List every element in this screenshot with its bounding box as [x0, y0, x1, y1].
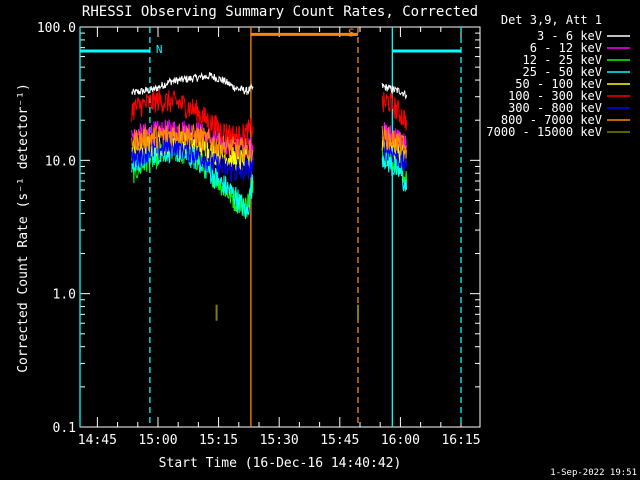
generation-timestamp: 1-Sep-2022 19:51: [550, 468, 637, 478]
legend-entry-label: 300 - 800 keV: [508, 101, 602, 115]
x-axis-label: Start Time (16-Dec-16 14:40:42): [159, 456, 402, 471]
chart-title: RHESSI Observing Summary Count Rates, Co…: [82, 4, 478, 20]
y-axis-label: Corrected Count Rate (s⁻¹ detector⁻¹): [16, 83, 31, 373]
series-5-line: [131, 89, 254, 149]
legend-entry-label: 800 - 7000 keV: [501, 113, 602, 127]
x-tick-label: 15:15: [199, 433, 238, 448]
series-5-line: [381, 91, 407, 131]
legend-entry-label: 100 - 300 keV: [508, 89, 602, 103]
x-tick-label: 15:00: [138, 433, 177, 448]
legend-entry-label: 12 - 25 keV: [523, 53, 602, 67]
y-tick-label: 100.0: [37, 21, 76, 36]
y-tick-label: 10.0: [45, 154, 76, 169]
legend-title: Det 3,9, Att 1: [501, 13, 602, 27]
x-tick-label: 16:15: [441, 433, 480, 448]
legend-entry-label: 3 - 6 keV: [537, 29, 602, 43]
legend-entry-label: 6 - 12 keV: [530, 41, 602, 55]
x-tick-label: 15:30: [260, 433, 299, 448]
x-tick-label: 15:45: [320, 433, 359, 448]
annotation-label: S: [348, 26, 355, 39]
series-0-line: [381, 82, 407, 100]
x-tick-label: 14:45: [78, 433, 117, 448]
y-tick-label: 0.1: [53, 421, 76, 436]
series-6-line: [382, 136, 407, 173]
series-0-line: [131, 71, 254, 96]
series-4-line: [131, 131, 254, 172]
plot-area: 100.0 10.0 1.0 0.114:45 15:00 15:15 15:30 15:45…: [37, 21, 481, 448]
legend-entry-label: 25 - 50 keV: [523, 65, 602, 79]
series-7-line: [381, 125, 407, 159]
legend-entry-label: 7000 - 15000 keV: [486, 125, 602, 139]
series-7-line: [131, 123, 254, 162]
x-tick-label: 16:00: [381, 433, 420, 448]
plot-frame: [79, 26, 481, 428]
annotation-label: N: [156, 43, 163, 56]
y-tick-label: 1.0: [53, 288, 76, 303]
legend-entry-label: 50 - 100 keV: [515, 77, 602, 91]
